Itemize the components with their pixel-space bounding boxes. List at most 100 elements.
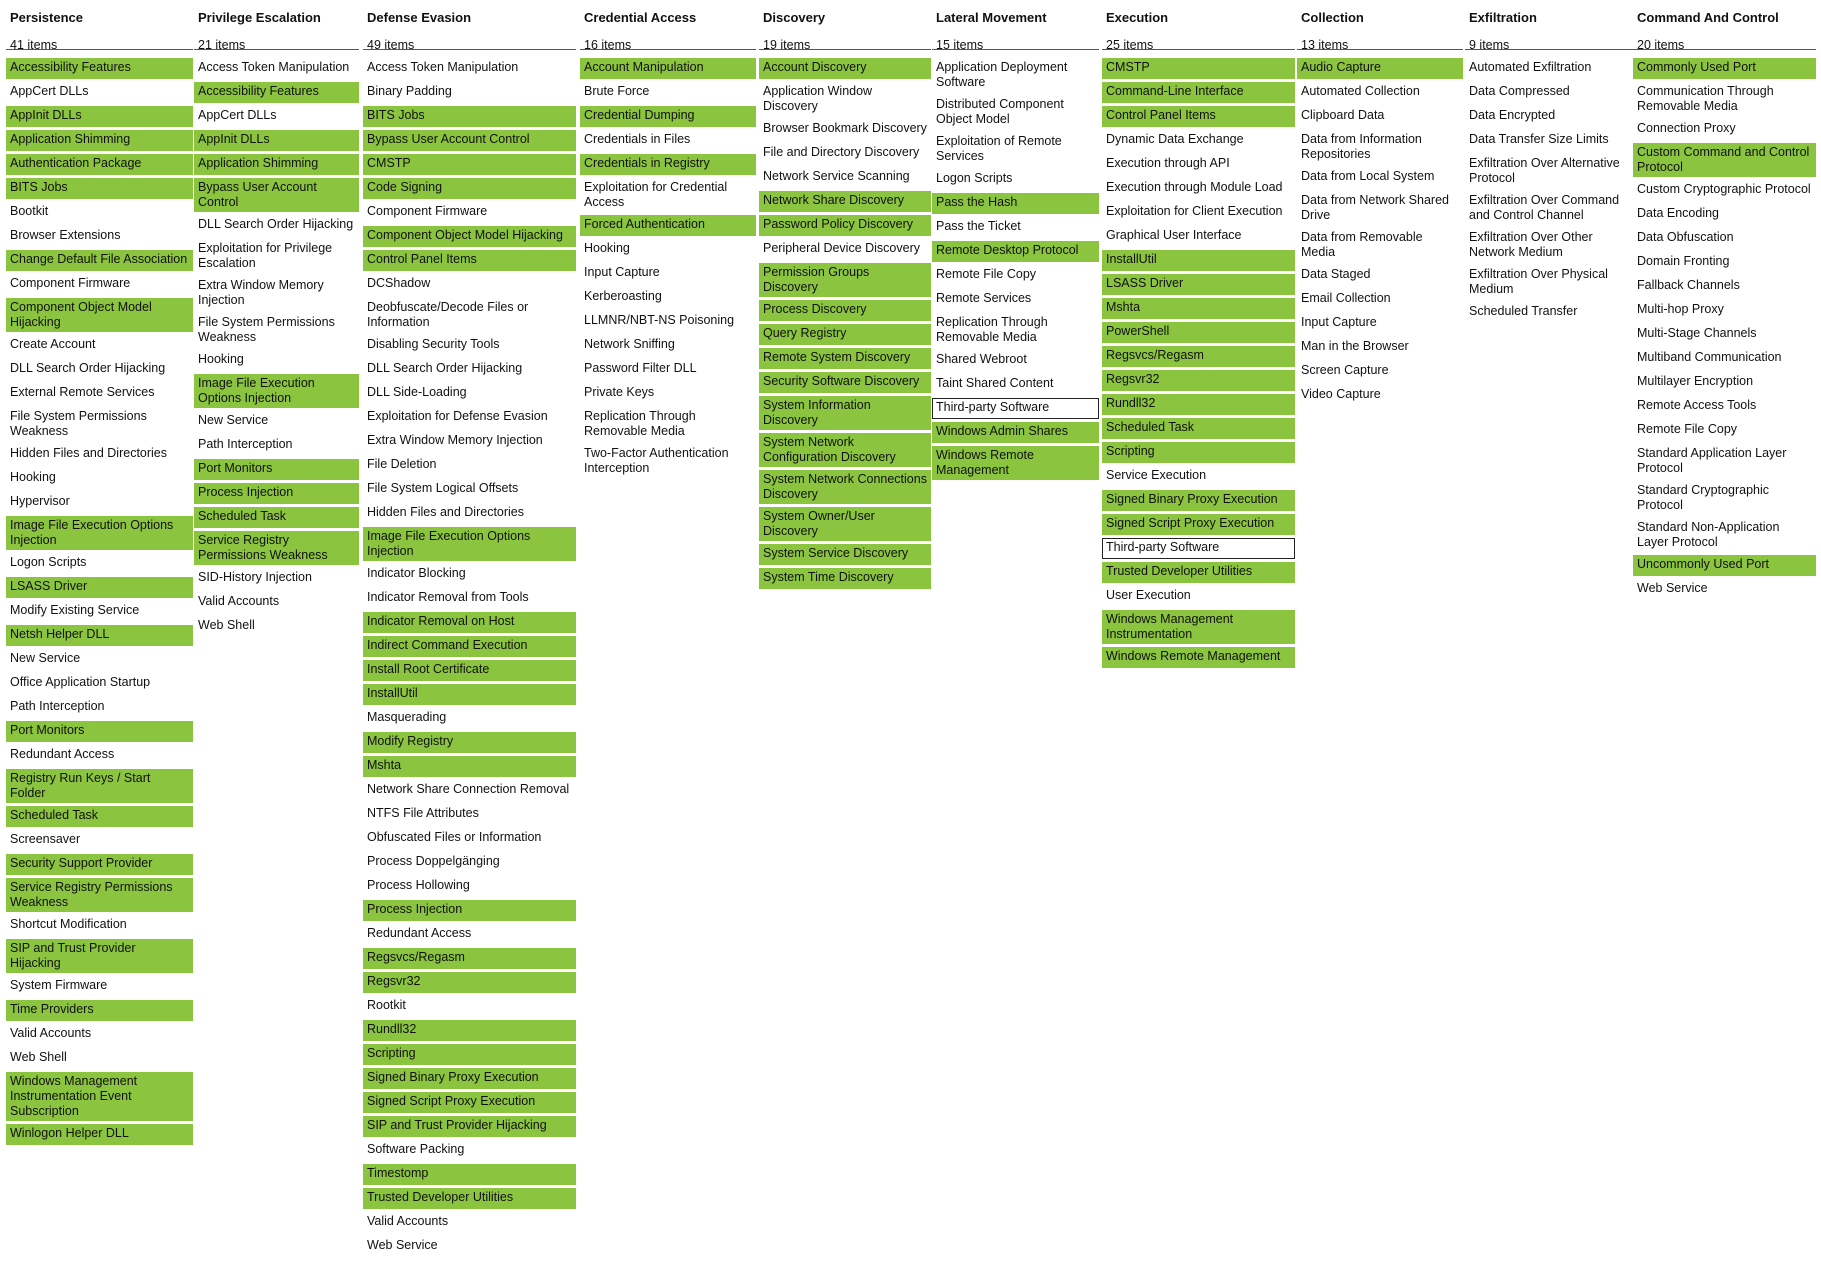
technique-cell[interactable]: Rundll32 [363,1020,576,1041]
technique-cell[interactable]: Accessibility Features [6,58,193,79]
technique-cell[interactable]: Windows Management Instrumentation [1102,610,1295,644]
technique-cell[interactable]: Bypass User Account Control [194,178,359,212]
technique-cell[interactable]: Change Default File Association [6,250,193,271]
technique-cell[interactable]: Indicator Removal from Tools [367,590,529,604]
technique-cell[interactable]: Replication Through Removable Media [584,409,696,438]
technique-cell[interactable]: SID-History Injection [198,570,312,584]
technique-cell[interactable]: Component Object Model Hijacking [6,298,193,332]
technique-cell[interactable]: Audio Capture [1297,58,1463,79]
technique-cell[interactable]: Account Discovery [759,58,931,79]
technique-cell[interactable]: Multiband Communication [1637,350,1782,364]
technique-cell[interactable]: Exploitation for Credential Access [584,180,728,209]
technique-cell[interactable]: Component Firmware [367,204,488,218]
technique-cell[interactable]: Redundant Access [10,747,115,761]
technique-cell[interactable]: DLL Search Order Hijacking [198,217,354,231]
technique-cell[interactable]: Uncommonly Used Port [1633,555,1816,576]
technique-cell[interactable]: User Execution [1106,588,1191,602]
technique-cell[interactable]: Time Providers [6,1000,193,1021]
technique-cell[interactable]: Indicator Removal on Host [363,612,576,633]
technique-cell[interactable]: PowerShell [1102,322,1295,343]
technique-cell[interactable]: Web Shell [10,1050,67,1064]
technique-cell[interactable]: Multi-hop Proxy [1637,302,1724,316]
technique-cell[interactable]: Exfiltration Over Alternative Protocol [1469,156,1620,185]
technique-cell[interactable]: Logon Scripts [936,171,1013,185]
technique-cell[interactable]: Credentials in Registry [580,154,756,175]
technique-cell[interactable]: Shared Webroot [936,352,1027,366]
technique-cell[interactable]: Exploitation for Privilege Escalation [198,241,333,270]
technique-cell[interactable]: Hooking [10,470,56,484]
technique-cell[interactable]: LLMNR/NBT-NS Poisoning [584,313,735,327]
technique-cell[interactable]: CMSTP [1102,58,1295,79]
technique-cell[interactable]: Modify Registry [363,732,576,753]
technique-cell[interactable]: Input Capture [584,265,660,279]
technique-cell[interactable]: Two-Factor Authentication Interception [584,446,729,475]
technique-cell[interactable]: Security Software Discovery [759,372,931,393]
technique-cell[interactable]: Network Service Scanning [763,169,910,183]
technique-cell[interactable]: Obfuscated Files or Information [367,830,542,844]
technique-cell[interactable]: Web Service [367,1238,438,1252]
technique-cell[interactable]: Browser Bookmark Discovery [763,121,927,135]
technique-cell[interactable]: Private Keys [584,385,655,399]
technique-cell[interactable]: Application Window Discovery [763,84,873,113]
technique-cell[interactable]: Bootkit [10,204,49,218]
tactic-title[interactable]: Collection [1301,10,1364,25]
technique-cell[interactable]: LSASS Driver [1102,274,1295,295]
technique-cell[interactable]: Path Interception [10,699,105,713]
technique-cell[interactable]: File and Directory Discovery [763,145,920,159]
technique-cell[interactable]: Query Registry [759,324,931,345]
technique-cell[interactable]: Data Obfuscation [1637,230,1734,244]
technique-cell[interactable]: Hooking [584,241,630,255]
technique-cell[interactable]: Exploitation for Defense Evasion [367,409,548,423]
technique-cell[interactable]: Regsvr32 [363,972,576,993]
technique-cell[interactable]: Trusted Developer Utilities [1102,562,1295,583]
technique-cell[interactable]: Distributed Component Object Model [936,97,1064,126]
technique-cell[interactable]: Standard Application Layer Protocol [1637,446,1787,475]
technique-cell[interactable]: Service Registry Permissions Weakness [6,878,193,912]
technique-cell[interactable]: Network Sniffing [584,337,675,351]
technique-cell[interactable]: Port Monitors [6,721,193,742]
technique-cell[interactable]: SIP and Trust Provider Hijacking [363,1116,576,1137]
technique-cell[interactable]: Custom Command and Control Protocol [1633,143,1816,177]
tactic-title[interactable]: Persistence [10,10,83,25]
technique-cell[interactable]: Password Filter DLL [584,361,697,375]
tactic-title[interactable]: Defense Evasion [367,10,472,25]
technique-cell[interactable]: Create Account [10,337,96,351]
technique-cell[interactable]: Valid Accounts [10,1026,92,1040]
technique-cell[interactable]: Install Root Certificate [363,660,576,681]
technique-cell[interactable]: Multi-Stage Channels [1637,326,1757,340]
technique-cell[interactable]: System Owner/User Discovery [759,507,931,541]
technique-cell[interactable]: Kerberoasting [584,289,662,303]
technique-cell[interactable]: Process Discovery [759,300,931,321]
technique-cell[interactable]: Modify Existing Service [10,603,140,617]
technique-cell[interactable]: Office Application Startup [10,675,151,689]
technique-cell[interactable]: Email Collection [1301,291,1391,305]
technique-cell[interactable]: Mshta [363,756,576,777]
tactic-title[interactable]: Exfiltration [1469,10,1537,25]
technique-cell[interactable]: Domain Fronting [1637,254,1730,268]
technique-cell[interactable]: Windows Admin Shares [932,422,1099,443]
technique-cell[interactable]: Bypass User Account Control [363,130,576,151]
technique-cell[interactable]: Password Policy Discovery [759,215,931,236]
technique-cell[interactable]: LSASS Driver [6,577,193,598]
technique-cell[interactable]: Forced Authentication [580,215,756,236]
technique-cell[interactable]: Network Share Discovery [759,191,931,212]
technique-cell[interactable]: Regsvcs/Regasm [1102,346,1295,367]
technique-cell[interactable]: Network Share Connection Removal [367,782,570,796]
technique-cell[interactable]: NTFS File Attributes [367,806,479,820]
technique-cell[interactable]: BITS Jobs [363,106,576,127]
technique-cell[interactable]: Remote File Copy [936,267,1037,281]
technique-cell[interactable]: Standard Cryptographic Protocol [1637,483,1770,512]
technique-cell[interactable]: Remote Desktop Protocol [932,241,1099,262]
tactic-title[interactable]: Execution [1106,10,1169,25]
technique-cell[interactable]: Signed Script Proxy Execution [363,1092,576,1113]
technique-cell[interactable]: Third-party Software [1102,538,1295,559]
technique-cell[interactable]: Replication Through Removable Media [936,315,1048,344]
technique-cell[interactable]: Third-party Software [932,398,1099,419]
technique-cell[interactable]: Man in the Browser [1301,339,1409,353]
technique-cell[interactable]: Windows Management Instrumentation Event… [6,1072,193,1121]
technique-cell[interactable]: Pass the Ticket [936,219,1021,233]
technique-cell[interactable]: Remote System Discovery [759,348,931,369]
technique-cell[interactable]: CMSTP [363,154,576,175]
technique-cell[interactable]: BITS Jobs [6,178,193,199]
technique-cell[interactable]: New Service [10,651,81,665]
